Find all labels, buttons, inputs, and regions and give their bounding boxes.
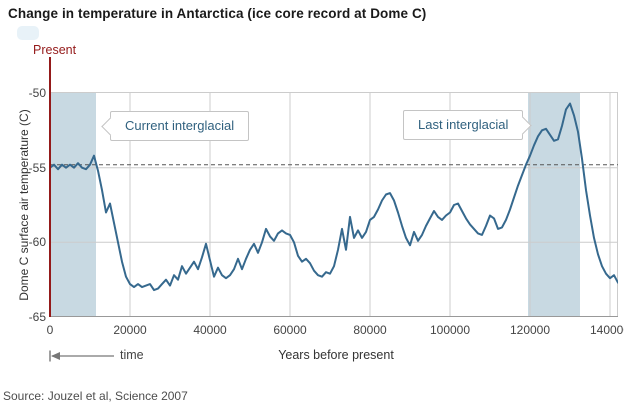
y-tick-label: -55 (28, 160, 46, 175)
temperature-chart (50, 92, 618, 317)
x-tick-label: 20000 (113, 323, 147, 337)
x-axis-title: Years before present (278, 348, 394, 362)
x-tick-label: 80000 (353, 323, 387, 337)
time-label: time (120, 348, 144, 362)
callout-last-interglacial: Last interglacial (403, 110, 533, 140)
y-axis-title: Dome C surface air temperature (C) (17, 109, 31, 301)
highlight-band (50, 92, 96, 317)
x-tick-label: 140000 (589, 323, 624, 337)
present-line (49, 57, 51, 317)
x-tick-label: 40000 (193, 323, 227, 337)
highlight-band (528, 92, 580, 317)
plot-area (50, 92, 618, 317)
callout-current-interglacial: Current interglacial (101, 111, 250, 141)
y-tick-label: -60 (28, 235, 46, 250)
callout-label: Last interglacial (418, 117, 509, 132)
x-tick-label: 60000 (273, 323, 307, 337)
x-tick-label: 120000 (509, 323, 551, 337)
callout-label: Current interglacial (125, 118, 235, 133)
source-text: Source: Jouzel et al, Science 2007 (3, 389, 188, 403)
decorative-mark (17, 26, 39, 40)
temperature-curve (50, 102, 618, 292)
x-tick-label: 0 (46, 323, 54, 337)
y-tick-label: -50 (28, 86, 46, 100)
present-label: Present (33, 43, 77, 57)
time-arrow-icon (49, 350, 114, 362)
x-tick-label: 100000 (429, 323, 471, 337)
page-title: Change in temperature in Antarctica (ice… (8, 6, 427, 21)
y-tick-label: -65 (28, 310, 46, 324)
